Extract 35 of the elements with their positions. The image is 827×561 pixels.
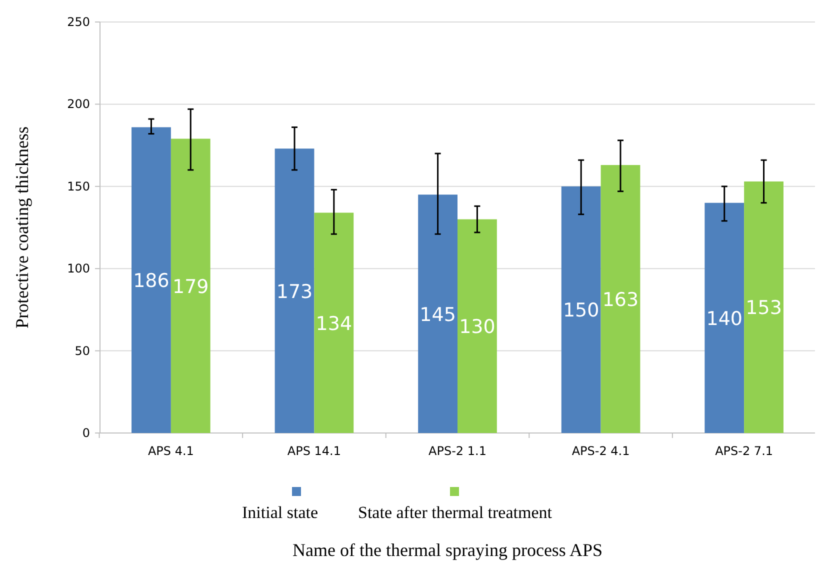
data-label: 145 bbox=[420, 304, 456, 326]
bar bbox=[132, 127, 171, 433]
bar bbox=[600, 165, 640, 433]
data-label: 134 bbox=[316, 312, 352, 335]
y-tick-label: 200 bbox=[67, 97, 90, 112]
data-label: 153 bbox=[746, 297, 782, 320]
bar bbox=[744, 181, 784, 433]
x-tick-label: APS-2 1.1 bbox=[428, 444, 486, 458]
y-axis-title: Protective coating thickness bbox=[12, 126, 32, 328]
x-tick-label: APS-2 4.1 bbox=[572, 444, 630, 458]
y-tick-label: 0 bbox=[82, 426, 90, 440]
bar bbox=[704, 202, 744, 433]
x-axis-title: Name of the thermal spraying process APS bbox=[292, 540, 602, 560]
legend-label: Initial state bbox=[242, 503, 318, 522]
y-tick-label: 50 bbox=[74, 344, 90, 358]
data-label: 179 bbox=[172, 276, 209, 298]
legend-label: State after thermal treatment bbox=[358, 503, 552, 522]
bar bbox=[274, 148, 314, 433]
data-label: 173 bbox=[276, 280, 313, 303]
data-label: 186 bbox=[133, 270, 170, 292]
bar bbox=[418, 194, 458, 433]
bar bbox=[170, 138, 210, 433]
bar bbox=[314, 212, 354, 433]
y-tick-label: 250 bbox=[67, 15, 90, 29]
data-label: 150 bbox=[562, 300, 600, 322]
x-tick-label: APS-2 7.1 bbox=[715, 444, 774, 458]
data-label: 163 bbox=[602, 289, 639, 312]
data-label: 140 bbox=[706, 308, 743, 330]
data-label: 130 bbox=[459, 316, 496, 338]
bar bbox=[561, 186, 601, 433]
x-tick-label: APS 4.1 bbox=[148, 444, 194, 458]
y-tick-label: 100 bbox=[67, 262, 90, 276]
y-tick-label: 150 bbox=[67, 179, 90, 194]
x-tick-label: APS 14.1 bbox=[287, 444, 342, 458]
bar bbox=[458, 219, 497, 433]
